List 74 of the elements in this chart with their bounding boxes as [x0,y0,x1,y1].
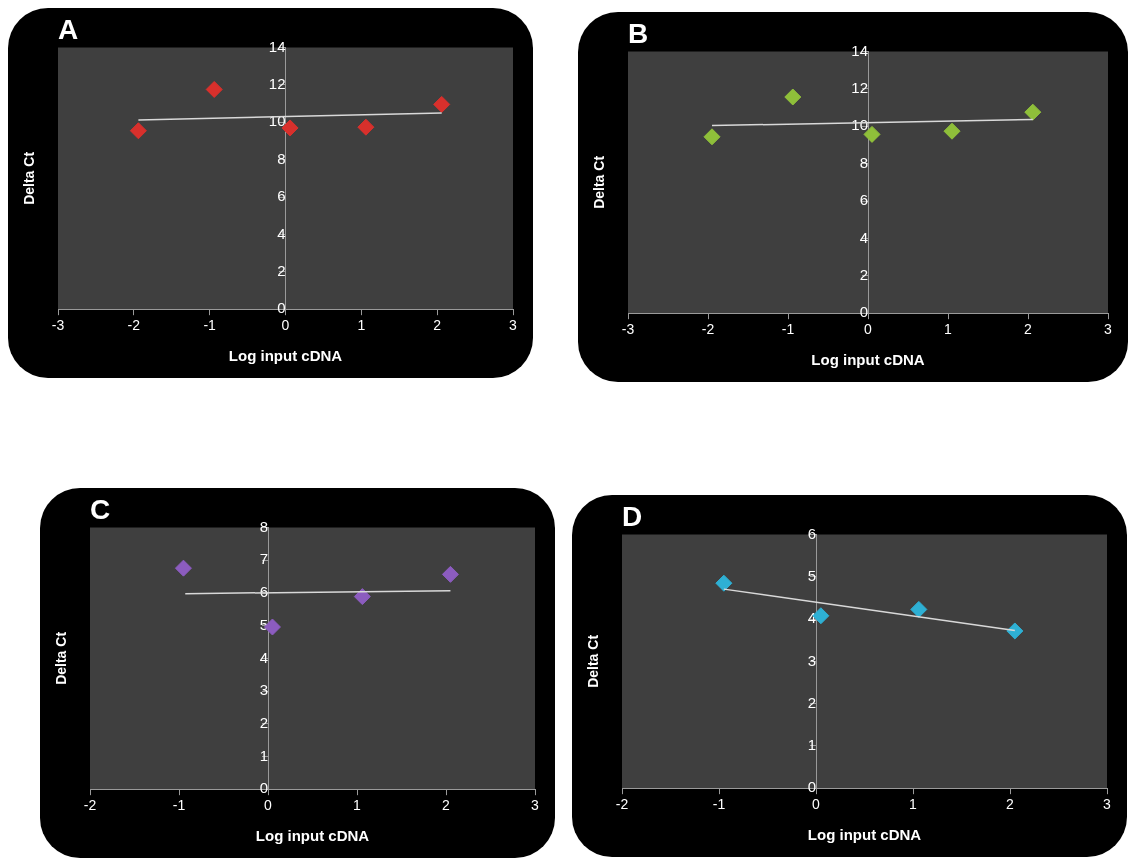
point [1006,622,1024,640]
x-tick-label: 1 [944,321,953,338]
y-tick-label: 3 [259,681,268,699]
point [784,88,802,106]
y-tick-label: 12 [268,75,286,93]
y-tick-label: 0 [807,778,816,796]
x-tick-label: 3 [509,317,518,334]
x-tick-label: -1 [172,797,186,814]
point [174,559,192,577]
y-tick-label: 6 [859,191,868,209]
chart-title: C [90,493,111,525]
y-axis-title: Delta Ct [20,151,37,205]
x-axis-title: Log input cDNA [807,826,922,844]
y-tick-label: 0 [259,779,268,797]
x-axis-title: Log input cDNA [228,347,343,365]
x-tick-label: -1 [712,796,726,813]
y-tick-label: 8 [859,153,868,171]
x-tick-label: 1 [909,796,918,813]
x-tick-label: -2 [127,317,141,334]
point [353,588,371,606]
point [433,95,451,113]
y-tick-label: 4 [807,609,816,627]
x-axis-title: Log input cDNA [811,351,925,369]
y-tick-label: 6 [277,187,286,205]
y-tick-label: 1 [259,746,268,764]
point [357,118,375,136]
y-tick-label: 2 [277,261,286,279]
chart-title: B [628,17,649,49]
point [205,80,223,98]
y-tick-label: 1 [807,736,816,754]
y-tick-label: 12 [851,79,868,97]
point [703,128,721,146]
x-tick-label: -1 [781,321,795,338]
y-tick-label: 7 [259,550,268,568]
y-tick-label: 0 [277,299,286,317]
x-tick-label: 2 [442,797,451,814]
point [441,565,459,583]
y-axis-title: Delta Ct [584,634,601,688]
x-tick-label: -2 [615,796,629,813]
point [715,574,733,592]
x-tick-label: 2 [1006,796,1015,813]
x-tick-label: -2 [701,321,715,338]
y-tick-label: 8 [277,149,286,167]
y-tick-label: 3 [807,651,816,669]
chart-title: A [58,13,79,45]
y-tick-label: 0 [859,303,868,321]
y-tick-label: 4 [859,228,868,246]
y-tick-label: 4 [277,224,286,242]
x-tick-label: 3 [1103,796,1112,813]
x-tick-label: 1 [353,797,362,814]
point [129,122,147,140]
y-tick-label: 4 [259,648,268,666]
point [1024,103,1042,121]
x-tick-label: -1 [203,317,217,334]
x-tick-label: -3 [621,321,635,338]
x-tick-label: 2 [433,317,442,334]
y-tick-label: 2 [259,713,268,731]
x-tick-label: 3 [1104,321,1113,338]
y-tick-label: 2 [859,265,868,283]
x-tick-label: -2 [83,797,97,814]
y-tick-label: 2 [807,693,816,711]
x-tick-label: 3 [531,797,540,814]
y-tick-label: 14 [268,37,286,55]
chart-title: D [622,500,643,532]
point [910,600,928,618]
y-axis-title: Delta Ct [52,631,69,685]
x-tick-label: 2 [1024,321,1033,338]
point [943,122,961,140]
y-tick-label: 5 [807,567,816,585]
x-tick-label: -3 [51,317,65,334]
x-tick-label: 1 [357,317,366,334]
y-axis-title: Delta Ct [590,155,607,209]
y-tick-label: 14 [851,41,868,59]
x-axis-title: Log input cDNA [255,827,370,845]
